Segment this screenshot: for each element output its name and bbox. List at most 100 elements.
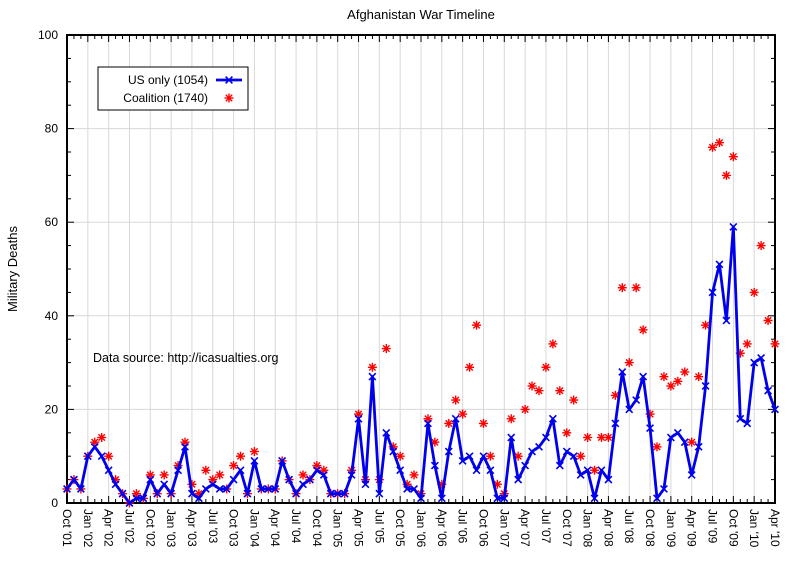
us-marker (354, 414, 363, 423)
us-marker (187, 489, 196, 498)
us-marker (97, 452, 106, 461)
x-tick-label: Jul '04 (289, 509, 303, 544)
us-marker (708, 288, 717, 297)
grid-layer (66, 35, 776, 503)
us-marker (396, 466, 405, 475)
us-marker (125, 499, 134, 507)
x-tick-label: Oct '05 (393, 509, 407, 547)
y-tick-label: 80 (45, 122, 59, 136)
us-marker (639, 372, 648, 381)
x-tick-label: Oct '07 (560, 509, 574, 547)
coalition-marker (229, 461, 239, 471)
us-marker (493, 494, 502, 503)
us-marker (632, 396, 641, 405)
us-marker (659, 484, 668, 493)
coalition-marker (458, 409, 468, 419)
y-axis-title: Military Deaths (5, 226, 20, 312)
coalition-marker (478, 418, 488, 428)
coalition-marker (687, 437, 697, 447)
coalition-marker (236, 451, 246, 461)
us-marker (750, 358, 759, 367)
coalition-marker (541, 362, 551, 372)
us-marker (368, 372, 377, 381)
x-tick-label: Apr '09 (685, 509, 699, 547)
us-marker (673, 428, 682, 437)
us-marker (715, 260, 724, 269)
data-source-annotation: Data source: http://icasualties.org (93, 351, 279, 365)
us-marker (361, 480, 370, 489)
us-marker (375, 489, 384, 498)
us-marker (458, 456, 467, 465)
legend-label-coalition: Coalition (1740) (123, 91, 208, 105)
us-marker (701, 382, 710, 390)
coalition-marker (485, 451, 495, 461)
us-marker (410, 484, 419, 493)
us-marker (299, 480, 307, 489)
legend-label-us: US only (1054) (128, 73, 208, 87)
coalition-marker (534, 386, 544, 396)
us-marker (382, 428, 391, 437)
coalition-marker (520, 404, 530, 414)
legend-samples (216, 76, 242, 103)
coalition-marker (354, 409, 364, 419)
coalition-marker (721, 170, 731, 180)
x-tick-label: Oct '04 (310, 509, 324, 547)
y-tick-label: 40 (45, 309, 59, 323)
legend-sample-coalition-marker (224, 93, 234, 103)
us-marker (104, 466, 113, 475)
coalition-marker (527, 381, 537, 391)
coalition-marker (444, 418, 454, 428)
coalition-marker (249, 447, 259, 457)
us-marker (521, 461, 530, 470)
coalition-marker (617, 283, 627, 293)
y-tick-label: 60 (45, 215, 59, 229)
coalition-marker (131, 489, 141, 499)
us-marker (340, 489, 349, 498)
us-marker (181, 442, 189, 451)
coalition-marker (367, 362, 377, 372)
us-marker (264, 484, 273, 493)
x-tick-label: Apr '04 (268, 509, 282, 547)
us-marker (680, 438, 689, 447)
us-marker (417, 494, 425, 503)
series-layer (62, 138, 780, 508)
us-marker (347, 470, 356, 479)
us-marker (69, 475, 78, 484)
x-tick-label: Apr '06 (435, 509, 449, 547)
x-tick-label: Oct '09 (726, 509, 740, 547)
us-marker (83, 452, 92, 461)
x-tick-label: Jul '08 (622, 509, 636, 544)
us-marker (194, 494, 203, 503)
coalition-marker (562, 428, 572, 438)
us-marker (576, 470, 585, 479)
us-marker (271, 484, 280, 493)
x-tick-label: Jan '06 (414, 509, 428, 548)
coalition-marker (763, 315, 773, 325)
coalition-marker (638, 325, 648, 335)
coalition-marker (180, 437, 190, 447)
legend-sample-us-marker (225, 76, 233, 84)
coalition-marker (624, 358, 634, 368)
coalition-marker (652, 442, 662, 452)
coalition-marker (145, 470, 155, 480)
coalition-marker (680, 367, 690, 377)
coalition-marker (714, 138, 724, 148)
us-marker (201, 484, 210, 493)
coalition-marker (451, 395, 461, 405)
us-marker (646, 424, 655, 433)
x-tick-label: Apr '05 (352, 509, 366, 547)
us-marker (236, 466, 245, 475)
us-marker (465, 452, 474, 461)
coalition-marker (666, 381, 676, 391)
coalition-marker (673, 376, 683, 386)
coalition-marker (208, 475, 218, 485)
x-tick-label: Oct '02 (143, 509, 157, 547)
coalition-marker (694, 372, 704, 382)
chart-title: Afghanistan War Timeline (347, 7, 495, 22)
coalition-marker (201, 465, 211, 475)
x-tick-label: Apr '10 (768, 509, 782, 547)
us-marker (285, 475, 294, 484)
y-tick-label: 100 (38, 28, 58, 42)
us-marker (653, 494, 661, 503)
